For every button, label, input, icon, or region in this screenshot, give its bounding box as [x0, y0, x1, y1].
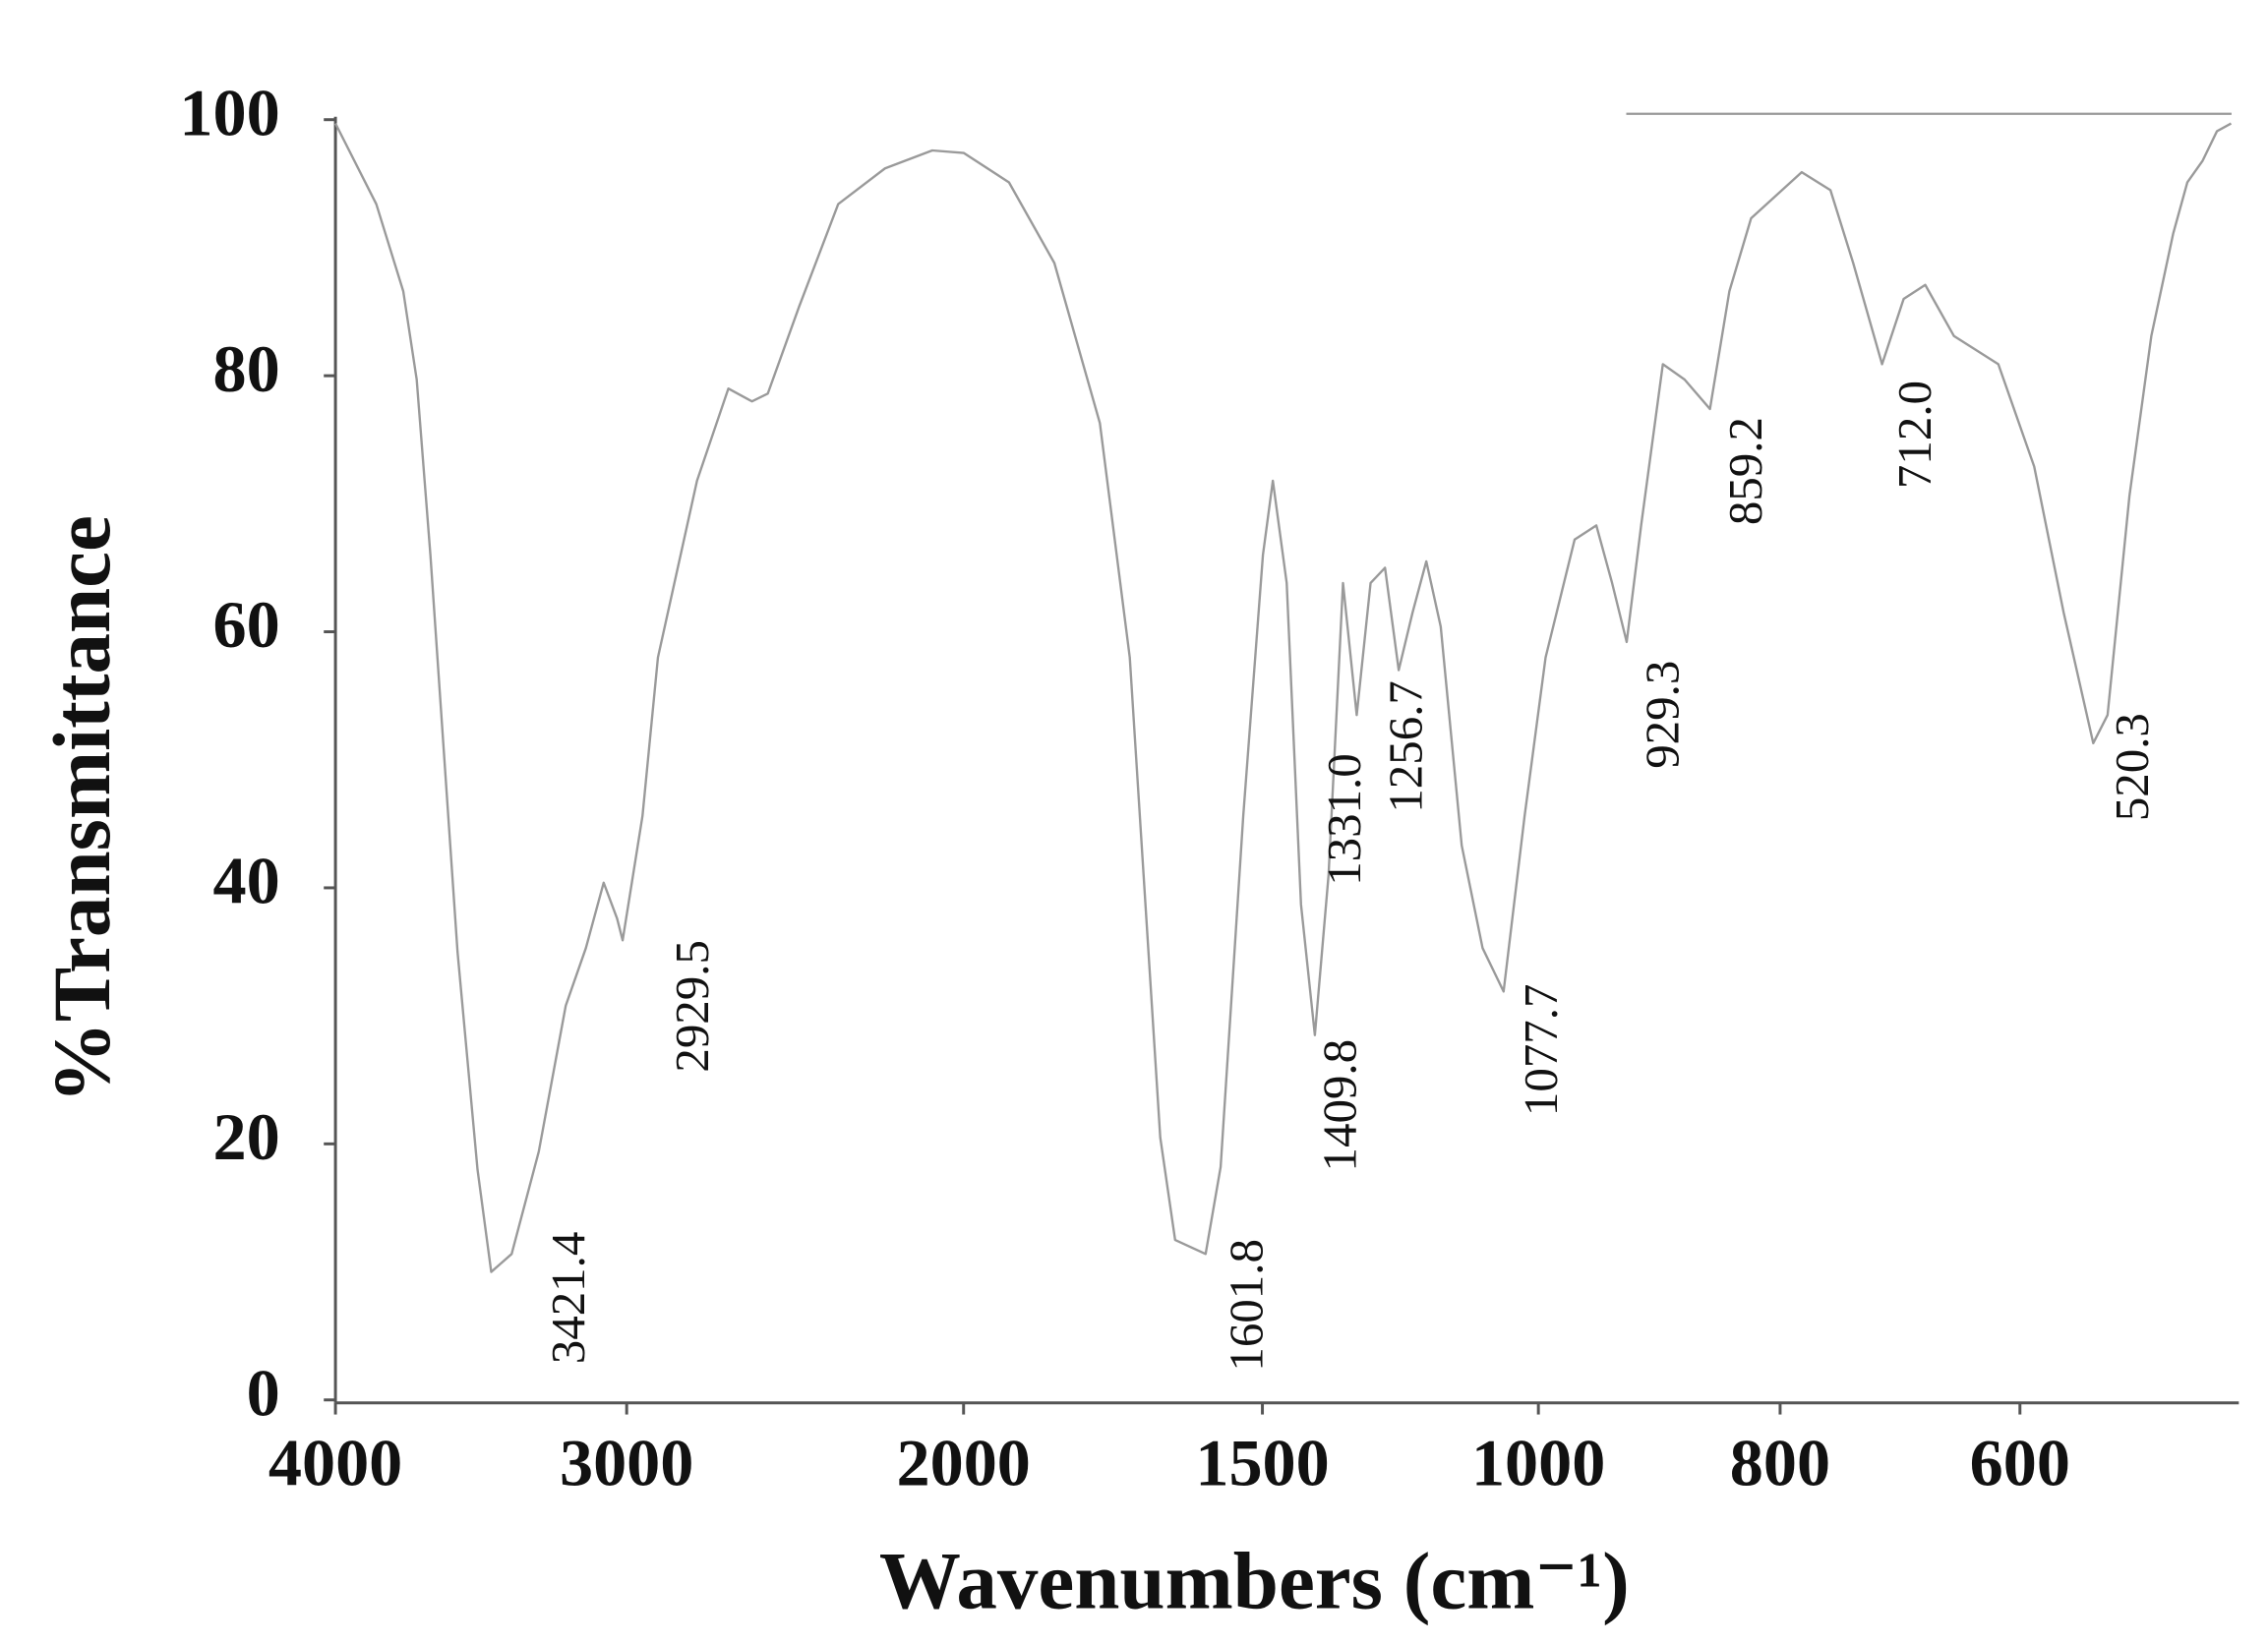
y-tick-label: 60 — [213, 587, 280, 662]
x-tick-label: 600 — [1970, 1426, 2070, 1500]
peak-label: 1331.0 — [1317, 753, 1371, 886]
y-axis-title: %Transmittance — [36, 515, 127, 1103]
peak-label: 520.3 — [2105, 713, 2159, 821]
x-tick-label: 800 — [1730, 1426, 1830, 1500]
y-tick-label: 40 — [213, 844, 280, 918]
x-tick-label: 4000 — [269, 1426, 402, 1500]
x-tick-label: 2000 — [897, 1426, 1031, 1500]
y-tick-label: 0 — [247, 1355, 280, 1430]
peak-label: 2929.5 — [665, 940, 719, 1073]
peak-label: 929.3 — [1635, 661, 1689, 769]
x-axis-title: Wavenumbers (cm⁻¹) — [879, 1536, 1630, 1626]
y-tick-label: 80 — [213, 331, 280, 406]
peak-label: 859.2 — [1718, 417, 1772, 525]
y-tick-label: 100 — [179, 75, 279, 149]
spectrum-line — [334, 122, 2233, 1273]
peak-label: 712.0 — [1887, 381, 1941, 489]
peak-label: 1601.8 — [1220, 1239, 1274, 1372]
peak-label: 3421.4 — [541, 1232, 595, 1365]
x-tick-label: 1500 — [1195, 1426, 1329, 1500]
x-tick-label: 1000 — [1471, 1426, 1605, 1500]
peak-label: 1077.7 — [1514, 984, 1568, 1117]
y-tick-label: 20 — [213, 1099, 280, 1174]
peak-label: 1256.7 — [1378, 680, 1432, 813]
peak-label: 1409.8 — [1313, 1039, 1367, 1172]
x-tick-label: 3000 — [560, 1426, 693, 1500]
